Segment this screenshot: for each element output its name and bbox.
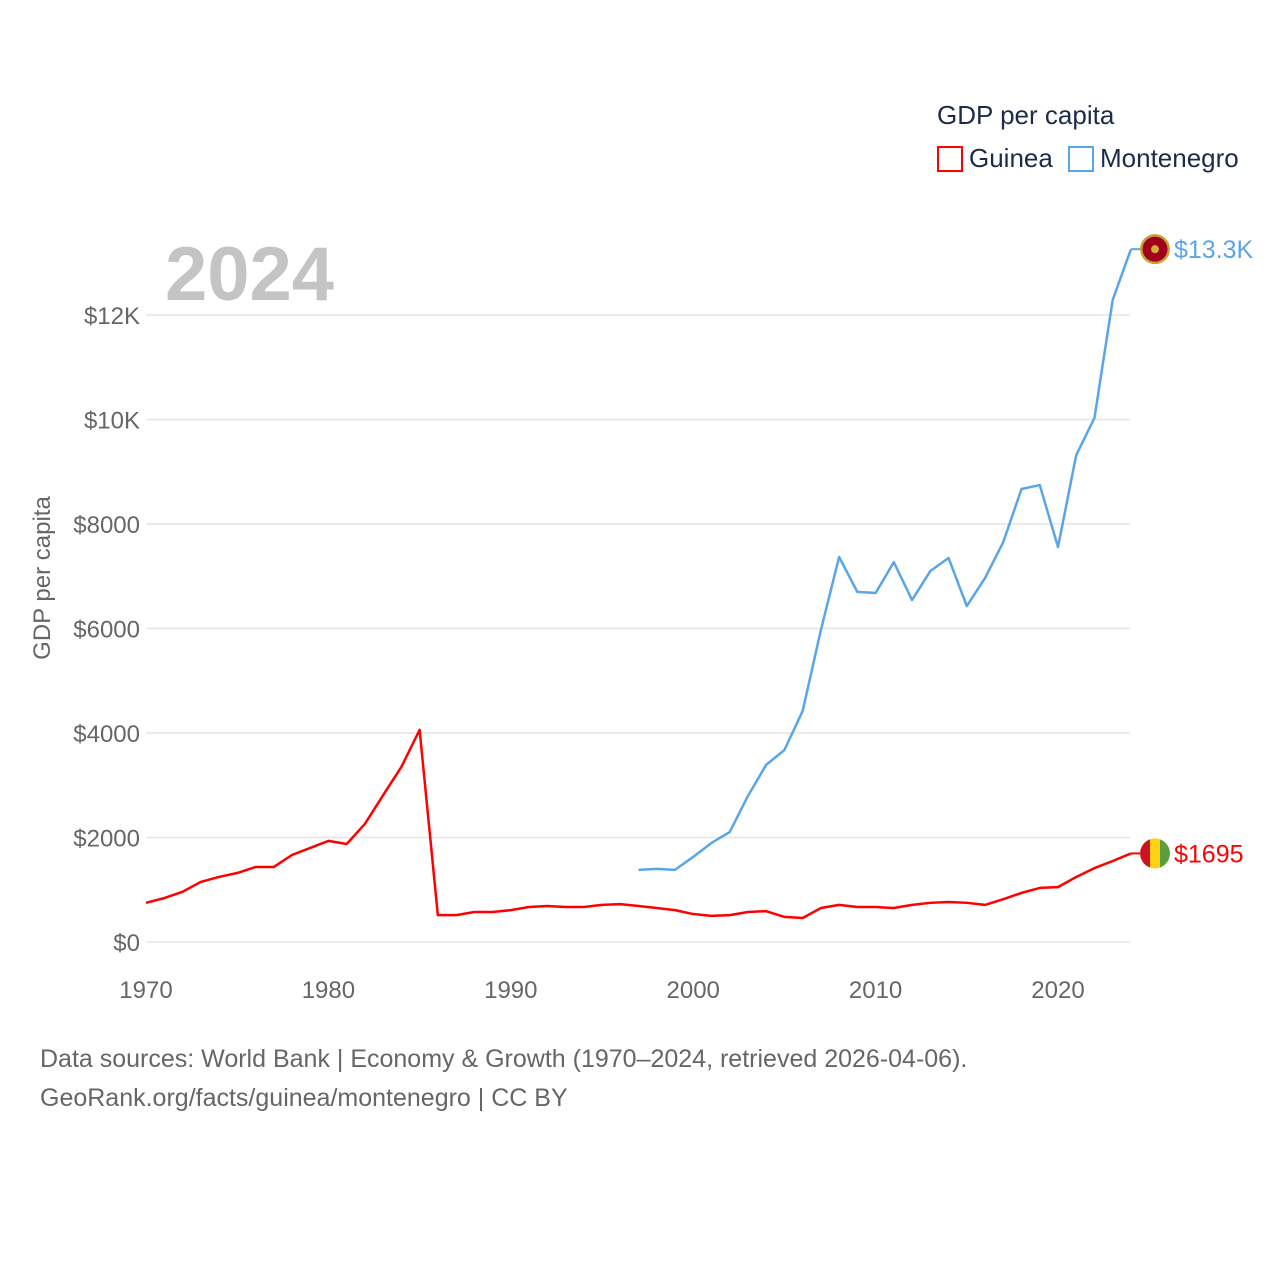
y-tick-label: $12K: [84, 303, 140, 330]
legend-label-montenegro: Montenegro: [1100, 143, 1239, 173]
end-value-label-montenegro: $13.3K: [1174, 236, 1254, 264]
footer-link[interactable]: GeoRank.org/facts/guinea/montenegro | CC…: [40, 1084, 568, 1112]
legend-label-guinea: Guinea: [969, 143, 1053, 173]
x-tick-label: 2010: [849, 977, 902, 1004]
end-value-label-guinea: $1695: [1174, 840, 1244, 868]
y-tick-label: $6000: [73, 617, 140, 644]
series-line-montenegro: [638, 248, 1133, 872]
legend-swatch-guinea: [937, 145, 963, 172]
y-tick-label: $2000: [73, 826, 140, 853]
footer-sources: Data sources: World Bank | Economy & Gro…: [40, 1045, 968, 1073]
montenegro-flag-emblem: [1151, 245, 1159, 254]
x-tick-label: 1980: [302, 977, 355, 1004]
x-tick-label: 1990: [484, 977, 537, 1004]
x-tick-label: 2000: [667, 977, 720, 1004]
x-tick-label: 1970: [119, 977, 172, 1004]
legend-item-montenegro[interactable]: Montenegro: [1068, 143, 1239, 174]
guinea-flag-red: [1140, 839, 1150, 868]
y-axis-label: GDP per capita: [29, 496, 56, 660]
y-tick-label: $4000: [73, 721, 140, 748]
year-watermark: 2024: [165, 232, 334, 317]
legend-title: GDP per capita: [937, 100, 1115, 130]
series-line-guinea: [145, 728, 1132, 920]
y-tick-label: $0: [113, 930, 140, 957]
y-tick-label: $8000: [73, 512, 140, 539]
x-tick-label: 2020: [1031, 977, 1084, 1004]
guinea-flag-green: [1160, 839, 1170, 868]
y-tick-label: $10K: [84, 408, 140, 435]
legend-item-guinea[interactable]: Guinea: [937, 143, 1053, 174]
legend-swatch-montenegro: [1068, 145, 1094, 172]
